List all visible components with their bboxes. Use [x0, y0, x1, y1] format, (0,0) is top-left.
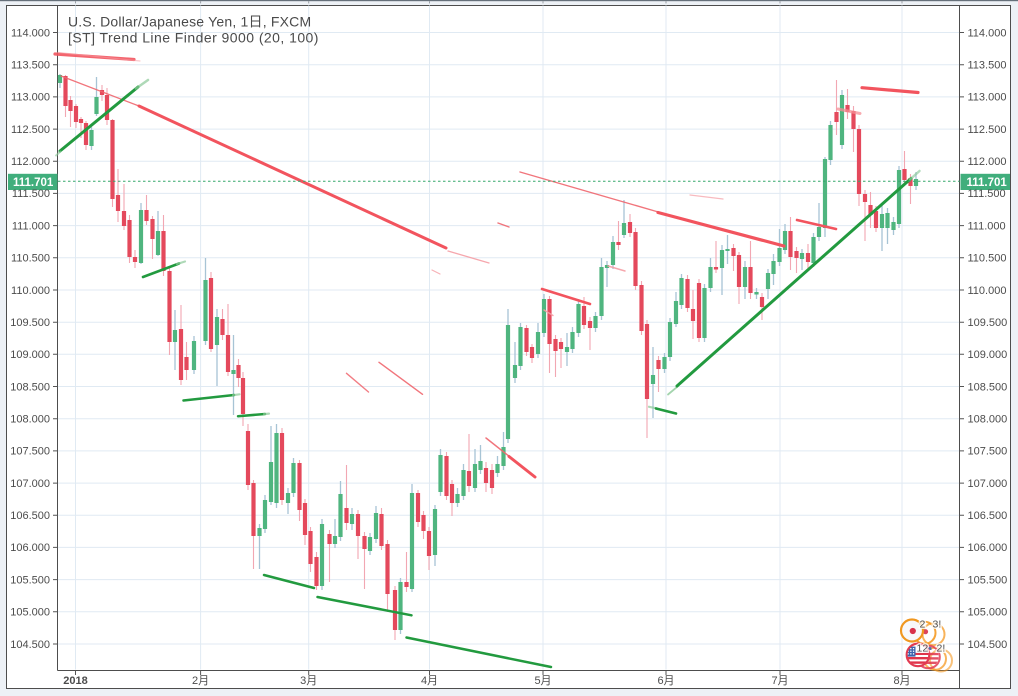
svg-text:107.000: 107.000	[10, 478, 50, 490]
svg-text:106.500: 106.500	[10, 510, 50, 522]
svg-text:105.000: 105.000	[968, 607, 1008, 619]
svg-text:109.500: 109.500	[968, 317, 1008, 329]
svg-text:8月: 8月	[893, 675, 910, 687]
svg-text:7月: 7月	[771, 675, 788, 687]
svg-text:110.500: 110.500	[11, 253, 50, 265]
svg-text:110.000: 110.000	[968, 285, 1007, 297]
svg-text:107.500: 107.500	[968, 446, 1008, 458]
svg-text:2月: 2月	[192, 675, 209, 687]
svg-text:2: 2	[920, 619, 926, 631]
svg-text:110.500: 110.500	[968, 253, 1007, 265]
svg-text:106.000: 106.000	[10, 542, 50, 554]
svg-text:108.500: 108.500	[968, 381, 1008, 393]
svg-text:12: 12	[917, 643, 929, 655]
svg-text:2!: 2!	[937, 643, 946, 655]
svg-text:2: 2	[920, 619, 926, 631]
svg-text:2018: 2018	[63, 675, 87, 687]
svg-text:108.000: 108.000	[968, 414, 1008, 426]
svg-text:5月: 5月	[534, 675, 551, 687]
svg-text:108.500: 108.500	[10, 381, 50, 393]
svg-text:105.000: 105.000	[10, 607, 50, 619]
svg-text:106.500: 106.500	[968, 510, 1008, 522]
svg-text:108.000: 108.000	[10, 414, 50, 426]
svg-text:112.000: 112.000	[968, 156, 1007, 168]
svg-text:113.500: 113.500	[11, 60, 50, 72]
svg-text:107.500: 107.500	[10, 446, 50, 458]
svg-text:113.500: 113.500	[968, 60, 1007, 72]
svg-text:114.000: 114.000	[968, 27, 1007, 39]
svg-text:113.000: 113.000	[968, 92, 1007, 104]
svg-text:112.000: 112.000	[11, 156, 50, 168]
svg-text:12: 12	[917, 643, 929, 655]
svg-text:105.500: 105.500	[968, 574, 1008, 586]
svg-text:3!: 3!	[933, 619, 942, 631]
svg-text:113.000: 113.000	[11, 92, 50, 104]
svg-text:111.000: 111.000	[12, 220, 50, 232]
svg-text:114.000: 114.000	[11, 27, 50, 39]
svg-text:111.000: 111.000	[968, 220, 1006, 232]
svg-text:3月: 3月	[300, 675, 317, 687]
svg-text:109.500: 109.500	[10, 317, 50, 329]
svg-text:6月: 6月	[657, 675, 674, 687]
svg-text:111.500: 111.500	[12, 188, 50, 200]
svg-text:112.500: 112.500	[968, 124, 1007, 136]
svg-text:104.500: 104.500	[10, 639, 50, 651]
svg-text:107.000: 107.000	[968, 478, 1008, 490]
svg-text:106.000: 106.000	[968, 542, 1008, 554]
svg-text:[ST] Trend Line Finder 9000 (2: [ST] Trend Line Finder 9000 (20, 100)	[68, 30, 319, 46]
svg-text:4月: 4月	[421, 675, 438, 687]
svg-text:109.000: 109.000	[968, 349, 1008, 361]
svg-text:U.S. Dollar/Japanese Yen, 1日,: U.S. Dollar/Japanese Yen, 1日, FXCM	[68, 14, 311, 30]
svg-text:109.000: 109.000	[10, 349, 50, 361]
svg-text:112.500: 112.500	[11, 124, 50, 136]
svg-text:2!: 2!	[937, 643, 946, 655]
svg-text:110.000: 110.000	[11, 285, 50, 297]
svg-text:111.500: 111.500	[968, 188, 1006, 200]
svg-text:111.701: 111.701	[13, 177, 54, 189]
svg-text:105.500: 105.500	[10, 574, 50, 586]
svg-text:104.500: 104.500	[968, 639, 1008, 651]
svg-text:111.701: 111.701	[967, 177, 1008, 189]
svg-text:3!: 3!	[933, 619, 942, 631]
